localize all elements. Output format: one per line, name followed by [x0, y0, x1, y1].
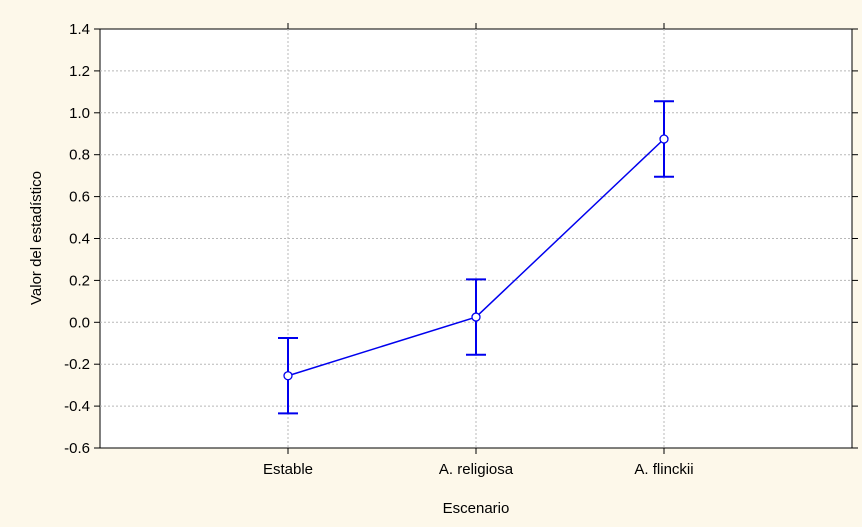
y-axis-title: Valor del estadístico [28, 171, 45, 305]
x-tick-label: A. flinckii [634, 461, 693, 478]
data-point [283, 371, 293, 381]
y-tick-label: -0.6 [64, 440, 90, 457]
axis-ticks [94, 23, 858, 454]
x-tick-label: Estable [263, 461, 313, 478]
y-tick-label: 1.0 [69, 105, 90, 122]
y-tick-label: -0.2 [64, 356, 90, 373]
y-tick-label: -0.4 [64, 398, 90, 415]
x-axis-title: Escenario [443, 500, 510, 517]
data-point [659, 134, 669, 144]
data-point [471, 312, 481, 322]
y-tick-label: 0.0 [69, 314, 90, 331]
y-tick-label: 0.6 [69, 189, 90, 206]
y-tick-label: 1.2 [69, 63, 90, 80]
y-tick-label: 1.4 [69, 21, 90, 38]
y-tick-label: 0.2 [69, 272, 90, 289]
series [278, 100, 674, 415]
y-tick-label: 0.8 [69, 147, 90, 164]
x-axis-tick-labels: Estable A. religiosa A. flinckii [263, 461, 694, 478]
y-axis-tick-labels: -0.6 -0.4 -0.2 0.0 0.2 0.4 0.6 0.8 1.0 1.2 1.4 [64, 21, 90, 457]
y-tick-label: 0.4 [69, 231, 90, 248]
x-tick-label: A. religiosa [439, 461, 514, 478]
